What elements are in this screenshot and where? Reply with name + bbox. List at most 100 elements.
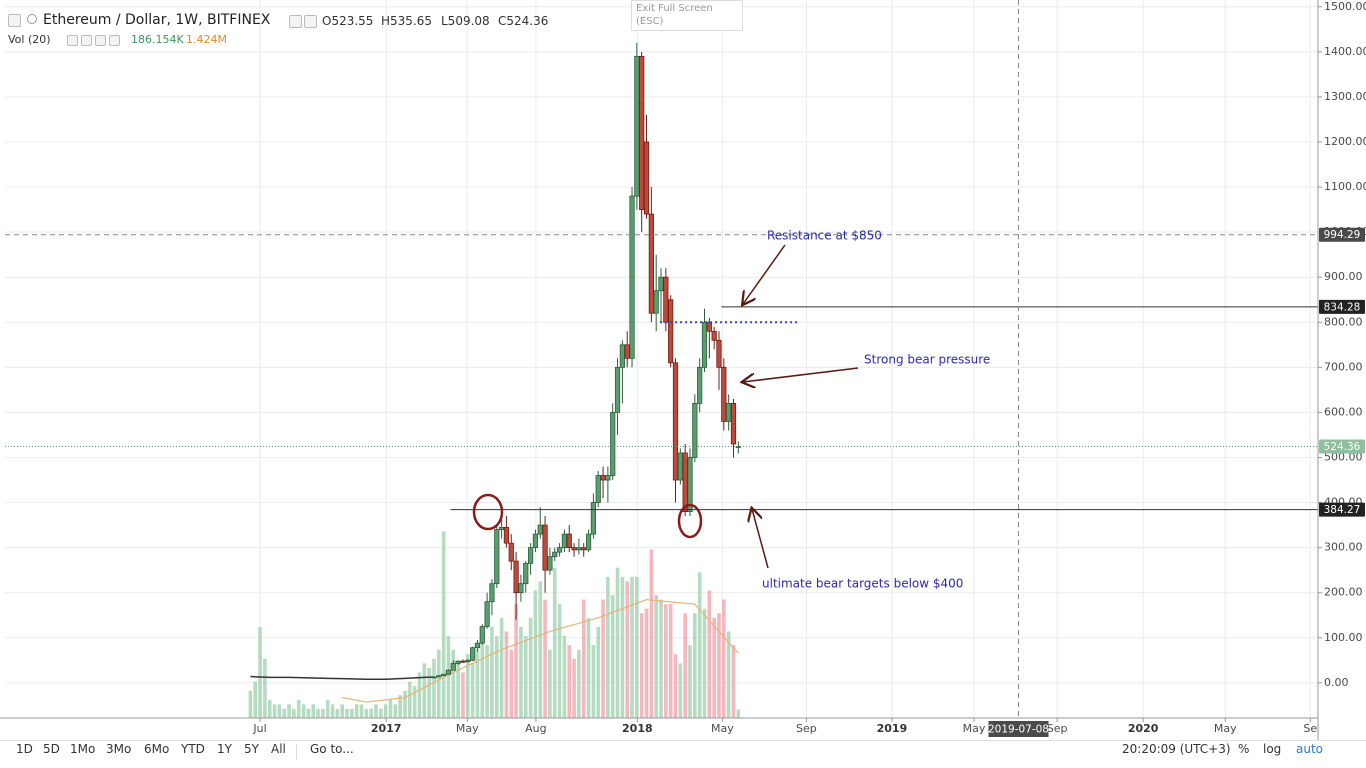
- candle-body: [639, 55, 645, 210]
- range-button[interactable]: 1Y: [217, 742, 232, 756]
- volume-bar: [359, 704, 364, 718]
- vol-icon[interactable]: [109, 35, 120, 46]
- percent-toggle[interactable]: %: [1238, 742, 1250, 756]
- volume-bar: [649, 549, 654, 718]
- collapse-icon[interactable]: [8, 14, 21, 27]
- candle-body: [697, 366, 703, 404]
- vol-icon[interactable]: [67, 35, 78, 46]
- volume-bar: [702, 608, 707, 718]
- volume-bar: [451, 649, 456, 718]
- candle-body: [658, 276, 664, 292]
- auto-toggle[interactable]: auto: [1296, 742, 1324, 756]
- volume-bar: [586, 617, 591, 718]
- volume-bar: [480, 636, 485, 718]
- range-button[interactable]: 3Mo: [106, 742, 132, 756]
- candle-body: [532, 533, 539, 549]
- ohlc-close: C524.36: [498, 14, 549, 28]
- circle-drawing: [677, 503, 703, 539]
- candle-body: [648, 213, 654, 314]
- volume-bar: [263, 658, 267, 718]
- volume-bar: [306, 708, 311, 718]
- x-tick-label: 2020: [1128, 722, 1159, 735]
- candle-body: [499, 526, 505, 530]
- candle-body: [465, 659, 471, 663]
- candle-body: [441, 673, 447, 677]
- candle-body: [610, 412, 616, 476]
- crosshair-label-box: [988, 721, 1049, 737]
- range-button[interactable]: 5Y: [244, 742, 259, 756]
- settings-icon[interactable]: [289, 15, 302, 28]
- volume-bar: [693, 613, 697, 718]
- candle-body: [585, 533, 592, 551]
- tooltip-title: Exit Full Screen: [636, 3, 713, 14]
- candle-body: [436, 675, 442, 678]
- ohlc-open: O523.55: [322, 14, 374, 28]
- candle-body: [552, 551, 558, 558]
- y-tick-label: 1400.00: [1324, 45, 1366, 58]
- candle-body: [508, 542, 514, 562]
- volume-bar: [272, 704, 277, 718]
- candle-body: [595, 475, 601, 503]
- volume-bar: [504, 631, 509, 718]
- volume-bar: [432, 658, 436, 718]
- volume-bar: [625, 581, 630, 718]
- volume-bar: [548, 649, 552, 718]
- volume-bar: [577, 649, 581, 718]
- candle-body: [735, 446, 741, 448]
- candle-body: [721, 366, 727, 422]
- candle-body: [518, 583, 524, 594]
- volume-bar: [301, 704, 306, 718]
- goto-button[interactable]: Go to...: [310, 742, 354, 756]
- volume-bar: [538, 581, 543, 718]
- vol-icon[interactable]: [81, 35, 92, 46]
- volume-bar: [668, 604, 673, 718]
- volume-bar: [494, 636, 499, 718]
- candle-body: [556, 547, 563, 553]
- range-button[interactable]: 5D: [43, 742, 60, 756]
- volume-value: 186.154K: [131, 33, 184, 46]
- volume-bar: [340, 704, 344, 718]
- volume-bar: [350, 708, 354, 718]
- chart: Resistance at $850 Strong bear pressure …: [0, 0, 1366, 740]
- volume-bar: [557, 604, 562, 718]
- vol-icon[interactable]: [95, 35, 106, 46]
- volume-bar: [388, 699, 393, 718]
- range-button[interactable]: YTD: [181, 742, 205, 756]
- ohlc-low: L509.08: [441, 14, 490, 28]
- candle-body: [614, 366, 621, 413]
- arrow: [743, 244, 786, 304]
- volume-bar: [581, 599, 586, 718]
- hide-icon[interactable]: [304, 15, 317, 28]
- volume-bar: [596, 626, 601, 718]
- volume-bar: [408, 681, 412, 718]
- candle-body: [547, 556, 553, 571]
- price-label: 384.27: [1324, 504, 1361, 516]
- x-tick-label: Jul: [252, 722, 266, 735]
- range-button[interactable]: 1Mo: [70, 742, 96, 756]
- volume-bar: [615, 567, 620, 718]
- y-tick-label: 600.00: [1324, 405, 1363, 418]
- candle-body: [479, 626, 485, 644]
- log-toggle[interactable]: log: [1263, 742, 1282, 756]
- volume-bar: [248, 690, 253, 718]
- range-button[interactable]: All: [271, 742, 286, 756]
- volume-bar: [717, 613, 721, 718]
- volume-bar: [412, 686, 417, 718]
- candle-body: [474, 642, 481, 649]
- candle-body: [677, 452, 683, 481]
- x-tick-label: Sep: [796, 722, 817, 735]
- volume-bar: [591, 645, 596, 718]
- candle-body: [624, 344, 630, 359]
- range-button[interactable]: 1D: [16, 742, 33, 756]
- volume-bar: [253, 681, 258, 718]
- y-tick-label: 100.00: [1324, 631, 1363, 644]
- volume-ma-value: 1.424M: [186, 33, 227, 46]
- range-button[interactable]: 6Mo: [144, 742, 170, 756]
- volume-bar: [335, 708, 340, 718]
- x-tick-label: Aug: [525, 722, 546, 735]
- volume-bar: [731, 645, 736, 718]
- candle-body: [692, 402, 698, 458]
- volume-bar: [267, 699, 272, 718]
- y-tick-label: 1100.00: [1324, 180, 1366, 193]
- volume-bar: [456, 663, 460, 718]
